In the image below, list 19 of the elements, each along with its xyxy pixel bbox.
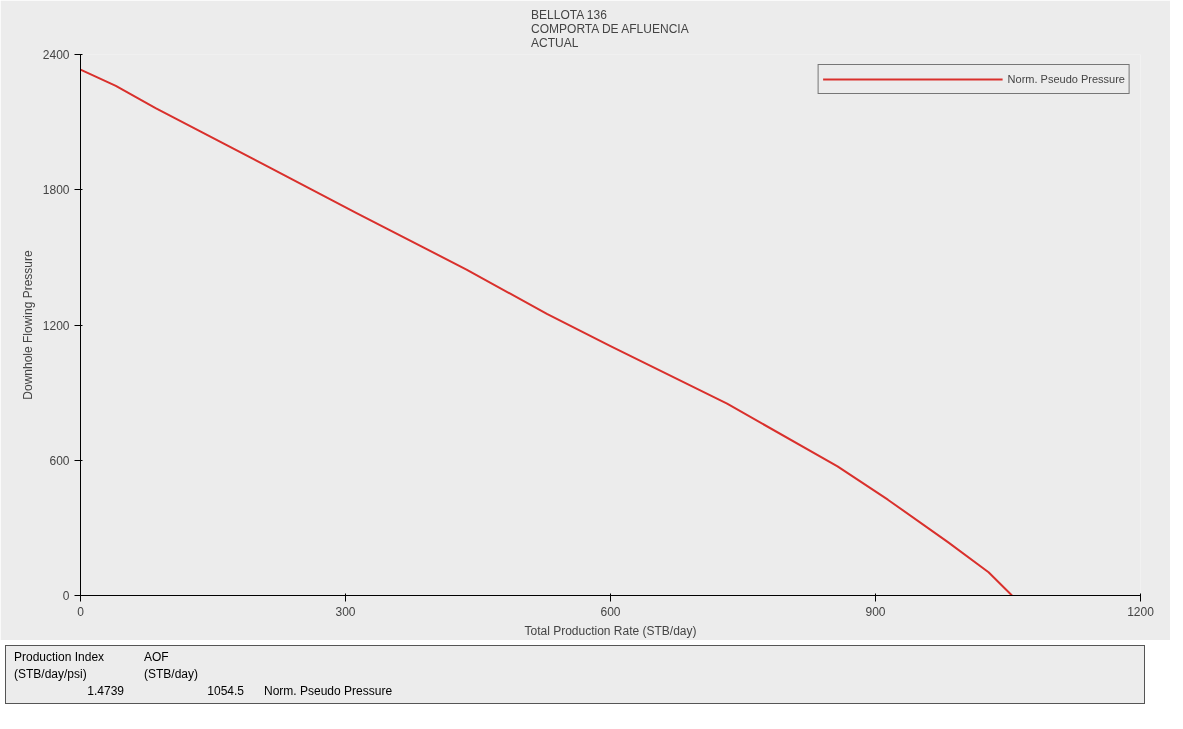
text: AOF (STB/day) [144, 649, 199, 684]
text: Norm. Pseudo Pressure [264, 683, 394, 701]
x-tick-label: 600 [600, 604, 621, 619]
x-tick-label: 1200 [1127, 604, 1155, 619]
y-tick-label: 2400 [42, 48, 70, 62]
y-tick-label: 0 [62, 589, 70, 603]
y-tick-label: 600 [49, 453, 70, 468]
text: Production Index (STB/day/psi) [14, 649, 106, 684]
x-tick-label: 0 [77, 604, 85, 619]
text: Norm. Pseudo Pressure [1007, 73, 1125, 85]
text: 1054.5 [206, 683, 245, 701]
x-tick-label: 300 [335, 604, 356, 619]
y-tick-label: 1200 [42, 318, 70, 333]
x-tick-label: 900 [865, 604, 886, 619]
text: 1.4739 [86, 683, 125, 701]
chart-title: BELLOTA 136 COMPORTA DE AFLUENCIA ACTUAL [531, 7, 689, 50]
y-axis-title: Downhole Flowing Pressure [20, 249, 35, 400]
y-tick-label: 1800 [42, 183, 70, 198]
x-axis-title: Total Production Rate (STB/day) [524, 623, 697, 638]
